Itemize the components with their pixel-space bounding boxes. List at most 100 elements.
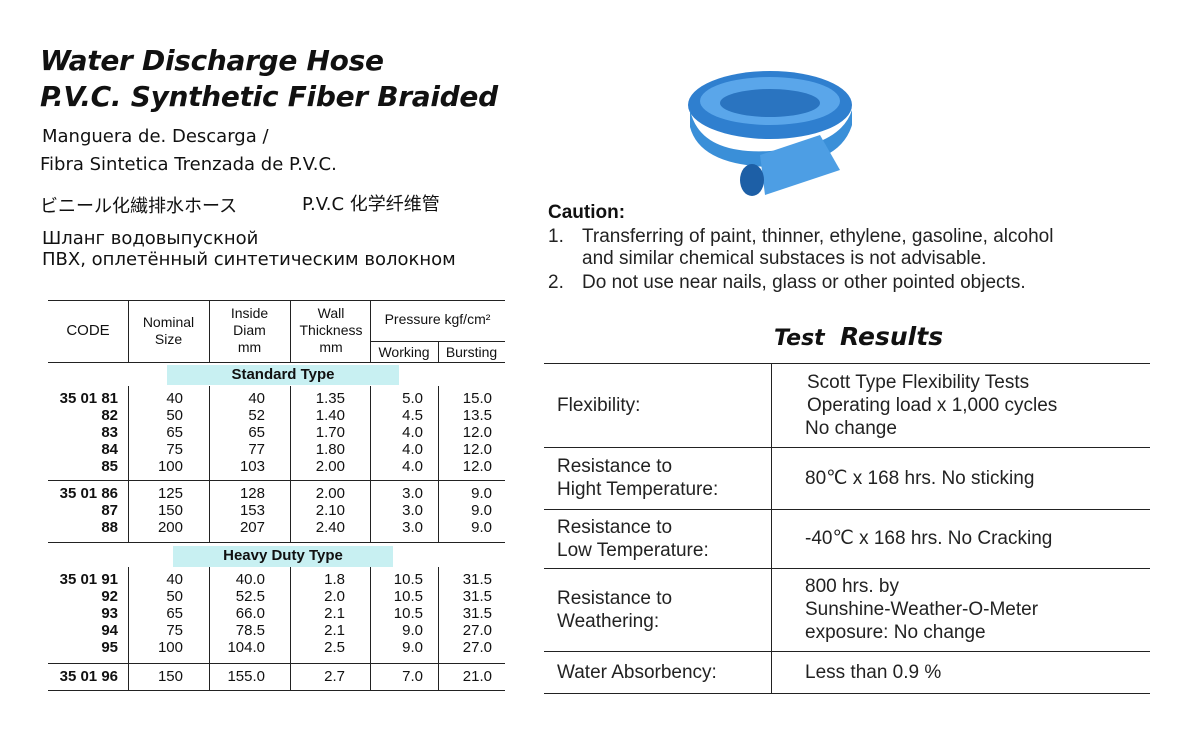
code-cell: 85	[101, 458, 118, 475]
working-pressure-cell: 4.0	[402, 441, 423, 458]
header-inside: Diam	[233, 322, 266, 338]
test-row-border	[544, 568, 1150, 569]
code-cell: 83	[101, 424, 118, 441]
wall-thickness-cell: 2.10	[315, 502, 345, 519]
test-label: Low Temperature:	[557, 539, 709, 561]
header-nominal: Size	[154, 331, 183, 347]
header-pressure: Pressure kgf/cm²	[384, 311, 491, 327]
nominal-size-cell: 200	[157, 519, 183, 536]
code-cell: 35 01 86	[59, 485, 118, 502]
working-pressure-cell: 3.0	[402, 502, 423, 519]
test-value: exposure: No change	[805, 622, 986, 643]
inside-diam-cell: 40.0	[235, 571, 265, 588]
wall-thickness-cell: 1.80	[315, 441, 345, 458]
test-label: Water Absorbency:	[557, 661, 717, 683]
column-divider	[290, 300, 291, 362]
test-label: Hight Temperature:	[557, 479, 719, 500]
test-row-border	[544, 509, 1150, 510]
inside-diam-cell: 52	[248, 407, 265, 424]
caution-number: 2.	[548, 272, 564, 293]
bursting-pressure-cell: 15.0	[462, 390, 492, 407]
inside-diam-cell: 65	[248, 424, 265, 441]
wall-thickness-cell: 1.8	[324, 571, 345, 588]
bursting-pressure-cell: 12.0	[462, 424, 492, 441]
nominal-size-cell: 100	[157, 639, 183, 656]
inside-diam-cell: 78.5	[235, 622, 265, 639]
bursting-pressure-cell: 27.0	[462, 622, 492, 639]
code-cell: 35 01 91	[59, 571, 118, 588]
inside-diam-cell: 77	[248, 441, 265, 458]
wall-thickness-cell: 1.35	[315, 390, 345, 407]
code-cell: 84	[101, 441, 118, 458]
inside-diam-cell: 153	[239, 502, 265, 519]
wall-thickness-cell: 2.5	[324, 639, 345, 656]
header-wall: mm	[319, 339, 343, 355]
code-cell: 95	[101, 639, 118, 656]
test-value: Scott Type Flexibility Tests	[807, 371, 1030, 393]
working-pressure-cell: 10.5	[393, 571, 423, 588]
working-pressure-cell: 9.0	[402, 622, 423, 639]
nominal-size-cell: 40	[166, 571, 183, 588]
bursting-pressure-cell: 12.0	[462, 441, 492, 458]
nominal-size-cell: 65	[166, 605, 183, 622]
test-value: Less than 0.9 %	[805, 661, 942, 683]
nominal-size-cell: 75	[166, 441, 183, 458]
group-border	[48, 542, 505, 543]
nominal-size-cell: 150	[157, 502, 183, 519]
tests-title-a: Test	[774, 326, 825, 351]
bursting-pressure-cell: 31.5	[462, 605, 492, 622]
nominal-size-cell: 65	[166, 424, 183, 441]
subtitle-japanese: ビニール化繊排水ホース	[40, 196, 238, 217]
subtitle-russian-1: Шланг водовыпускной	[42, 228, 259, 249]
nominal-size-cell: 100	[157, 458, 183, 475]
code-cell: 88	[101, 519, 118, 536]
test-value: -40℃ x 168 hrs. No Cracking	[805, 528, 1053, 549]
column-divider	[209, 567, 210, 663]
header-wall: Wall	[317, 305, 345, 321]
column-divider	[128, 664, 129, 690]
column-divider	[128, 567, 129, 663]
column-divider	[438, 481, 439, 542]
standard-type-label: Standard Type	[167, 365, 399, 385]
column-divider	[370, 386, 371, 480]
test-value: Operating load x 1,000 cycles	[807, 394, 1058, 416]
test-label: Weathering:	[557, 610, 660, 632]
test-label: Resistance to	[557, 516, 673, 538]
heavy-type-label: Heavy Duty Type	[173, 546, 393, 567]
header-code: CODE	[66, 322, 110, 339]
column-divider	[209, 664, 210, 690]
column-divider	[209, 386, 210, 480]
bursting-pressure-cell: 13.5	[462, 407, 492, 424]
subtitle-russian-2: ПВХ, оплетённый синтетическим волокном	[42, 249, 456, 270]
wall-thickness-cell: 2.00	[315, 485, 345, 502]
bursting-pressure-cell: 9.0	[471, 519, 492, 536]
column-divider	[370, 300, 371, 362]
wall-thickness-cell: 2.00	[315, 458, 345, 475]
code-cell: 92	[101, 588, 118, 605]
header-bursting: Bursting	[445, 344, 498, 360]
test-row-border	[544, 447, 1150, 448]
code-cell: 82	[101, 407, 118, 424]
hose-image	[688, 71, 852, 196]
title-line-2: P.V.C. Synthetic Fiber Braided	[40, 80, 498, 113]
column-divider	[370, 664, 371, 690]
bursting-pressure-cell: 9.0	[471, 485, 492, 502]
column-divider	[438, 341, 439, 362]
test-value: Sunshine-Weather-O-Meter	[805, 599, 1039, 620]
test-value: No change	[805, 417, 897, 439]
bursting-pressure-cell: 31.5	[462, 588, 492, 605]
working-pressure-cell: 4.0	[402, 458, 423, 475]
inside-diam-cell: 155.0	[227, 668, 265, 685]
column-divider	[128, 386, 129, 480]
column-divider	[438, 567, 439, 663]
code-cell: 94	[101, 622, 118, 639]
header-inside: Inside	[230, 305, 269, 321]
code-cell: 35 01 81	[59, 390, 118, 407]
test-label: Resistance to	[557, 587, 673, 609]
inside-diam-cell: 66.0	[235, 605, 265, 622]
bursting-pressure-cell: 21.0	[462, 668, 492, 685]
column-divider	[370, 567, 371, 663]
column-divider	[128, 481, 129, 542]
caution-title: Caution:	[548, 202, 626, 223]
